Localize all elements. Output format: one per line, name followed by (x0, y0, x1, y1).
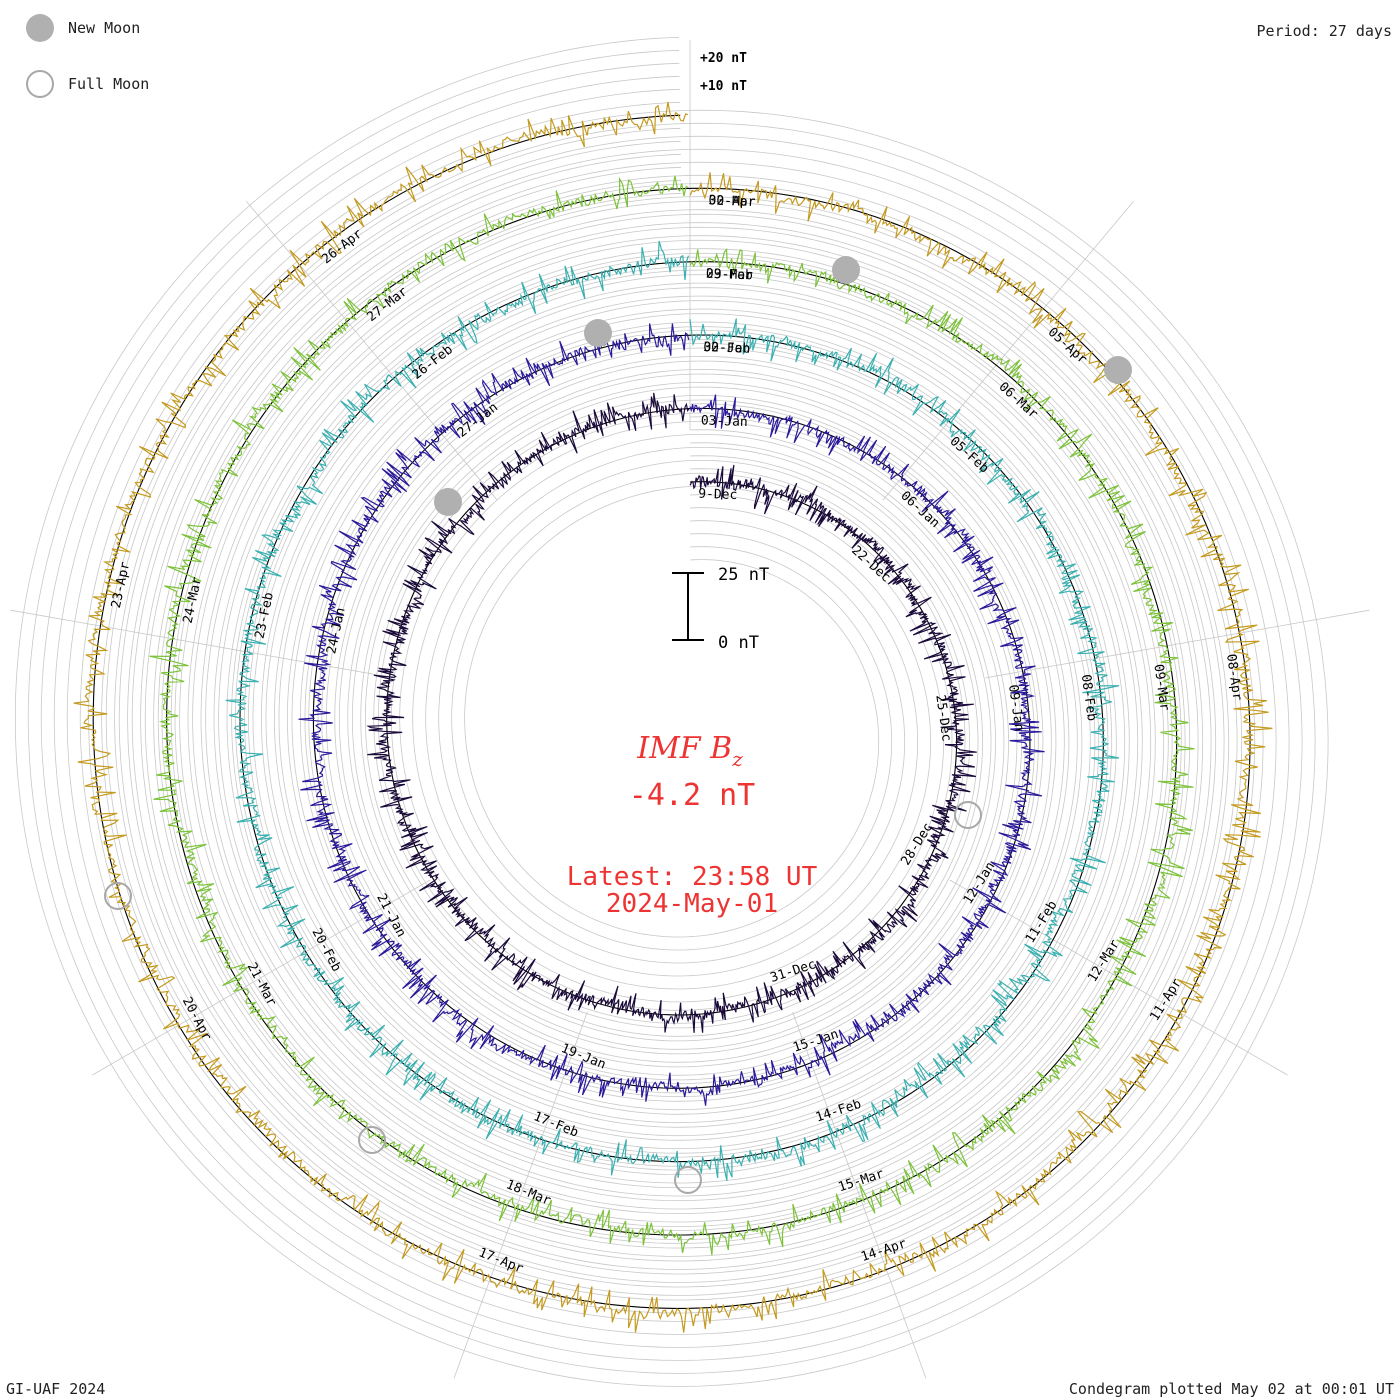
grid-spiral (14, 36, 1329, 1387)
series-traces (73, 101, 1273, 1333)
date-label: 19-Jan (559, 1041, 608, 1073)
legend-full-moon: Full Moon (26, 70, 149, 98)
date-label: 29-Feb (706, 267, 754, 284)
date-label: 08-Apr (1223, 653, 1244, 702)
date-label: 30-Jan (703, 340, 750, 357)
radial-spoke (10, 609, 395, 679)
quantity-subscript: z (731, 747, 743, 771)
new-moon-icon (26, 14, 54, 42)
date-label: 02-Apr (708, 193, 756, 210)
series-trace (225, 240, 1120, 1182)
date-label: 26-Apr (319, 226, 365, 267)
grid-spiral (118, 140, 1225, 1283)
legend-new-moon-label: New Moon (68, 19, 141, 37)
grid-spiral (170, 192, 1173, 1231)
radial-spoke (949, 879, 1288, 1076)
latest-time: Latest: 23:58 UT (567, 862, 818, 892)
grid-spirals (14, 36, 1329, 1387)
radial-spoke (246, 201, 498, 501)
grid-spiral (66, 88, 1277, 1335)
quantity-label: IMF Bz (636, 731, 743, 771)
date-label: 09-Jan (1005, 684, 1026, 733)
grid-spiral (40, 62, 1303, 1361)
date-label: 22-Dec (848, 543, 893, 586)
credit-label: GI-UAF 2024 (6, 1380, 106, 1398)
date-label: 12-Jan (961, 859, 999, 907)
full-moon-icon (26, 70, 54, 98)
date-label: 09-Mar (1150, 663, 1171, 712)
date-label: 9-Dec (698, 487, 738, 503)
full-moon-marker (104, 882, 132, 910)
series-trace (73, 101, 1273, 1333)
grid-spiral (157, 179, 1186, 1244)
radial-spoke (792, 1011, 927, 1379)
radial-spoke (92, 879, 431, 1076)
series-trace (366, 392, 977, 1033)
plotted-timestamp: Condegram plotted May 02 at 00:01 UT (1068, 1380, 1394, 1398)
period-label: Period: 27 days (1256, 22, 1392, 40)
reference-label: +20 nT (700, 51, 747, 66)
grid-spiral (53, 75, 1290, 1348)
scale-top-label: 25 nT (718, 565, 769, 585)
date-label: 03-Mar (706, 267, 754, 284)
date-label: 30-Mar (708, 193, 756, 210)
legend-new-moon: New Moon (26, 14, 140, 42)
grid-spiral (144, 166, 1199, 1257)
grid-spiral (131, 153, 1212, 1270)
full-moon-marker (954, 801, 982, 829)
new-moon-marker (1104, 356, 1132, 384)
grid-spiral (105, 127, 1238, 1296)
full-moon-marker (358, 1126, 386, 1154)
grid-spiral (27, 49, 1316, 1374)
reference-label: +10 nT (700, 79, 747, 94)
date-label: 17-Feb (531, 1109, 580, 1141)
new-moon-marker (832, 256, 860, 284)
grid-spiral (79, 101, 1264, 1322)
date-label: 18-Mar (504, 1177, 553, 1209)
series-trace (149, 175, 1195, 1256)
new-moon-marker (434, 488, 462, 516)
new-moon-marker (584, 319, 612, 347)
date-label: 25-Dec (932, 694, 953, 743)
scale-bottom-label: 0 nT (718, 633, 759, 653)
date-label: 08-Feb (1078, 673, 1099, 722)
date-label: 03-Jan (701, 413, 748, 430)
current-value: -4.2 nT (629, 778, 755, 813)
series-trace (298, 323, 1045, 1106)
date-label: 20-Apr (179, 995, 214, 1044)
date-label: 11-Feb (1023, 898, 1061, 946)
radial-spoke (882, 201, 1134, 501)
latest-date: 2024-May-01 (606, 889, 778, 919)
date-label: 02-Feb (703, 340, 751, 357)
moon-markers (104, 256, 1132, 1194)
full-moon-marker (674, 1166, 702, 1194)
scale-bar: 25 nT 0 nT (672, 565, 769, 653)
legend-full-moon-label: Full Moon (68, 75, 150, 93)
radial-spokes (10, 40, 1370, 1379)
radial-spoke (985, 609, 1370, 679)
